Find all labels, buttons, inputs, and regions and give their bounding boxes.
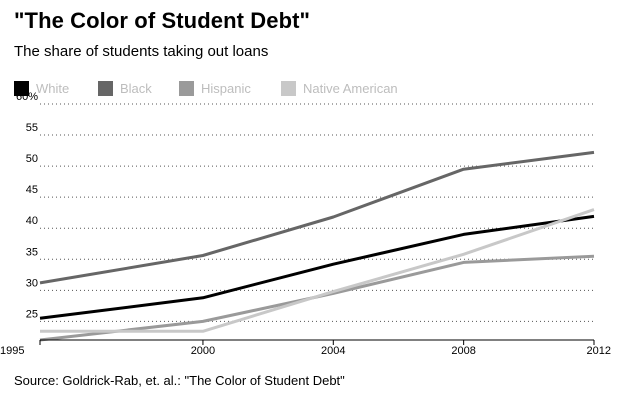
y-tick-label: 50 xyxy=(26,153,38,165)
x-tick-label: 2000 xyxy=(191,345,215,357)
x-tick-label: 2004 xyxy=(321,345,345,357)
y-tick-label: 35 xyxy=(26,246,38,258)
legend-item-hispanic: Hispanic xyxy=(179,81,251,96)
x-tick-label: 2008 xyxy=(451,345,475,357)
series-line-native-american xyxy=(40,208,595,333)
legend-swatch-black xyxy=(98,81,113,96)
y-tick-label: 30 xyxy=(26,277,38,289)
series-line-hispanic xyxy=(39,254,595,342)
legend-item-native-american: Native American xyxy=(281,81,398,96)
series-lines xyxy=(39,150,595,342)
legend-label-native-american: Native American xyxy=(303,81,398,96)
x-tick-label: 2012 xyxy=(587,345,611,357)
legend-label-black: Black xyxy=(120,81,152,96)
series-line-white xyxy=(39,214,595,320)
series-line-black xyxy=(39,150,595,285)
chart-subtitle: The share of students taking out loans xyxy=(14,43,269,60)
grid-layer xyxy=(40,103,594,322)
legend-label-hispanic: Hispanic xyxy=(201,81,251,96)
legend-item-black: Black xyxy=(98,81,152,96)
chart-title: "The Color of Student Debt" xyxy=(14,8,311,33)
x-tick-label: 1995 xyxy=(0,345,24,357)
source-note: Source: Goldrick-Rab, et. al.: "The Colo… xyxy=(14,373,345,388)
y-tick-label: 55 xyxy=(26,122,38,134)
y-tick-label: 45 xyxy=(26,184,38,196)
legend-swatch-hispanic xyxy=(179,81,194,96)
y-tick-label: 60% xyxy=(16,91,38,103)
legend-item-white: White xyxy=(14,81,69,96)
legend-swatch-native-american xyxy=(281,81,296,96)
axis-layer: 25 30 35 40 45 50 55 60% 1995 2000 2004 2008 2012 xyxy=(0,91,611,357)
y-tick-label: 40 xyxy=(26,215,38,227)
legend-swatch-white xyxy=(14,81,29,96)
y-tick-label: 25 xyxy=(26,308,38,320)
legend-label-white: White xyxy=(36,81,70,96)
